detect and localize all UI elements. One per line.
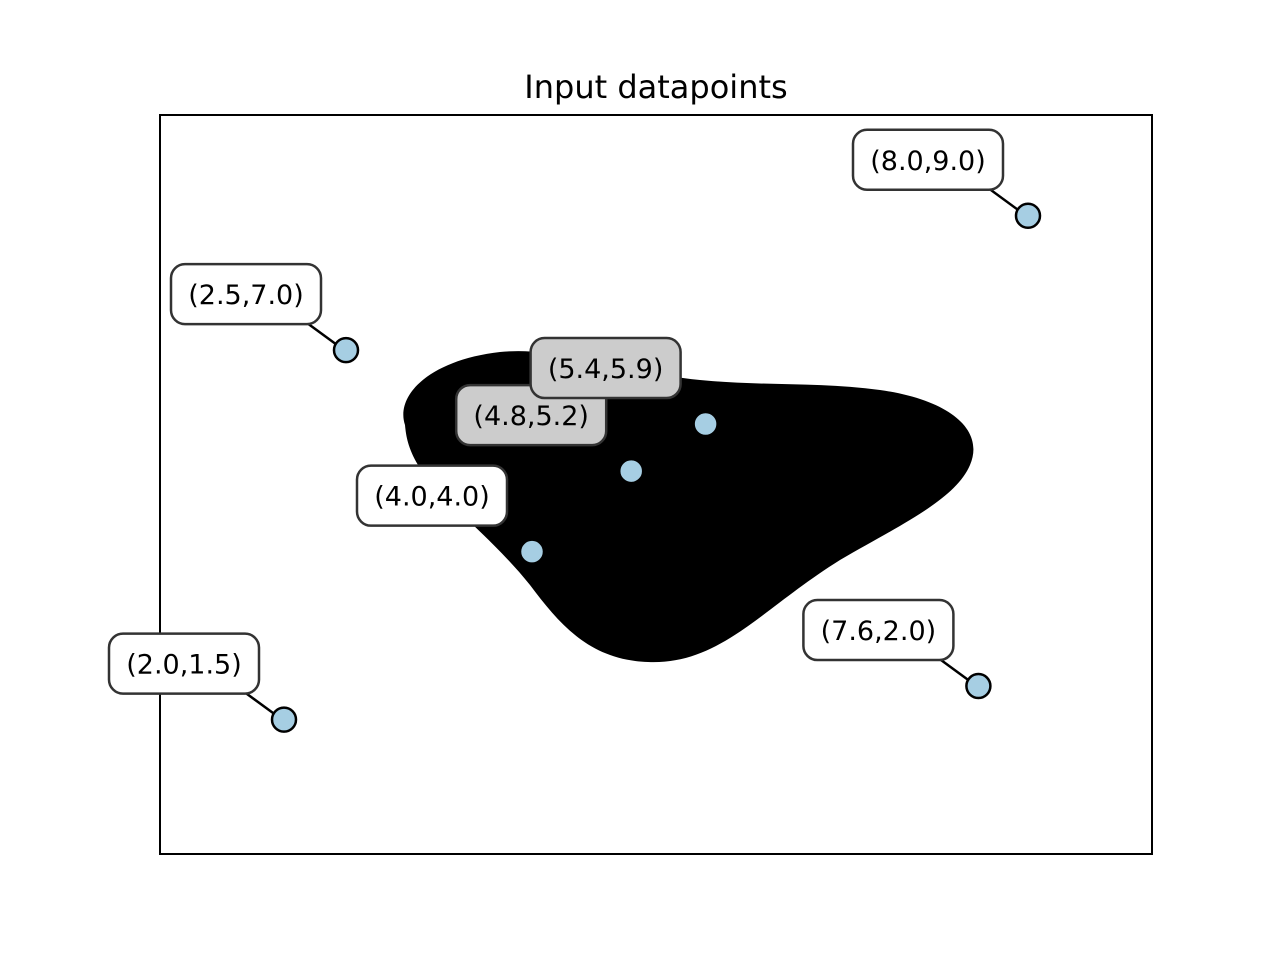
data-point: [518, 538, 546, 565]
data-point: [617, 457, 645, 485]
data-point-group: (4.0,4.0): [355, 464, 546, 565]
annotation-box: [802, 598, 955, 662]
annotation-label: (5.4,5.9): [548, 354, 664, 385]
annotation-label: (2.5,7.0): [188, 280, 304, 311]
annotation-box: [169, 262, 323, 326]
annotation-label: (4.0,4.0): [374, 482, 490, 513]
data-point-group: (2.0,1.5): [107, 632, 298, 733]
annotation-box: [107, 632, 261, 695]
data-point: [1014, 202, 1042, 230]
annotation-label: (2.0,1.5): [126, 650, 242, 681]
data-point-group: (2.5,7.0): [169, 262, 360, 364]
annotation-box: [529, 336, 682, 400]
data-point: [332, 336, 360, 364]
annotation-box: [355, 464, 509, 527]
data-point-group: (5.4,5.9): [529, 336, 719, 438]
data-point: [692, 410, 719, 438]
chart-title: Input datapoints: [524, 68, 787, 106]
data-point: [270, 706, 298, 733]
points-layer: (2.0,1.5) (2.5,7.0) (4.0,4.0) (4.8,5.2) (5.4…: [107, 128, 1042, 733]
data-point: [965, 672, 992, 700]
annotation-label: (4.8,5.2): [473, 401, 589, 432]
plot-frame: [159, 114, 1153, 855]
annotation-box: [851, 128, 1005, 192]
data-point-group: (8.0,9.0): [851, 128, 1042, 230]
annotation-label: (8.0,9.0): [870, 146, 986, 177]
data-point-group: (4.8,5.2): [454, 383, 645, 485]
annotation-label: (7.6,2.0): [821, 616, 937, 647]
data-point-group: (7.6,2.0): [802, 598, 992, 700]
